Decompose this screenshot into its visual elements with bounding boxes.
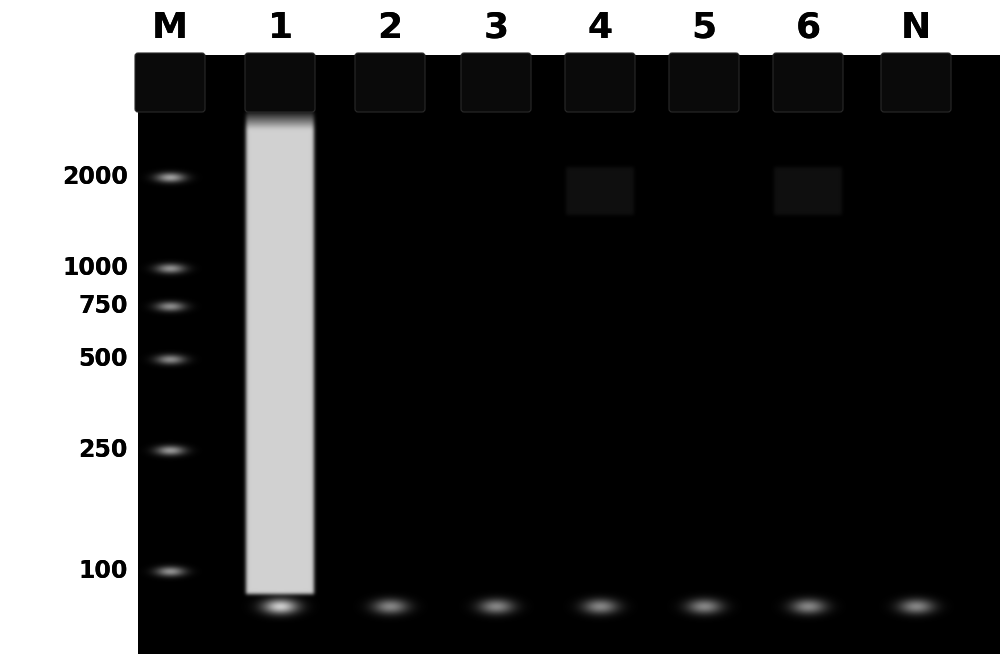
FancyBboxPatch shape	[881, 53, 951, 112]
Bar	[138, 0, 1000, 55]
Text: 6: 6	[795, 11, 821, 45]
Text: 5: 5	[691, 11, 717, 45]
Text: 2: 2	[377, 11, 403, 45]
Text: 4: 4	[587, 11, 613, 45]
Text: 1: 1	[267, 11, 293, 45]
Text: 750: 750	[78, 294, 128, 318]
Text: M: M	[152, 11, 188, 45]
FancyBboxPatch shape	[773, 53, 843, 112]
Text: 100: 100	[79, 559, 128, 583]
FancyBboxPatch shape	[355, 53, 425, 112]
Text: N: N	[901, 11, 931, 45]
Text: 500: 500	[78, 347, 128, 371]
Text: 1000: 1000	[62, 256, 128, 280]
Text: 6: 6	[795, 11, 821, 45]
Text: 750: 750	[78, 294, 128, 318]
Text: 250: 250	[79, 438, 128, 462]
Text: 4: 4	[587, 11, 613, 45]
Text: 1000: 1000	[62, 256, 128, 280]
Text: 2000: 2000	[62, 165, 128, 189]
Text: 250: 250	[79, 438, 128, 462]
Text: 5: 5	[691, 11, 717, 45]
Text: 3: 3	[483, 11, 509, 45]
Bar	[0, 0, 138, 654]
Text: N: N	[901, 11, 931, 45]
Text: 1: 1	[267, 11, 293, 45]
FancyBboxPatch shape	[461, 53, 531, 112]
FancyBboxPatch shape	[245, 53, 315, 112]
Text: 100: 100	[79, 559, 128, 583]
Text: 2: 2	[377, 11, 403, 45]
FancyBboxPatch shape	[565, 53, 635, 112]
Text: 2000: 2000	[62, 165, 128, 189]
Text: M: M	[152, 11, 188, 45]
Text: 500: 500	[78, 347, 128, 371]
FancyBboxPatch shape	[669, 53, 739, 112]
FancyBboxPatch shape	[135, 53, 205, 112]
Text: 3: 3	[483, 11, 509, 45]
